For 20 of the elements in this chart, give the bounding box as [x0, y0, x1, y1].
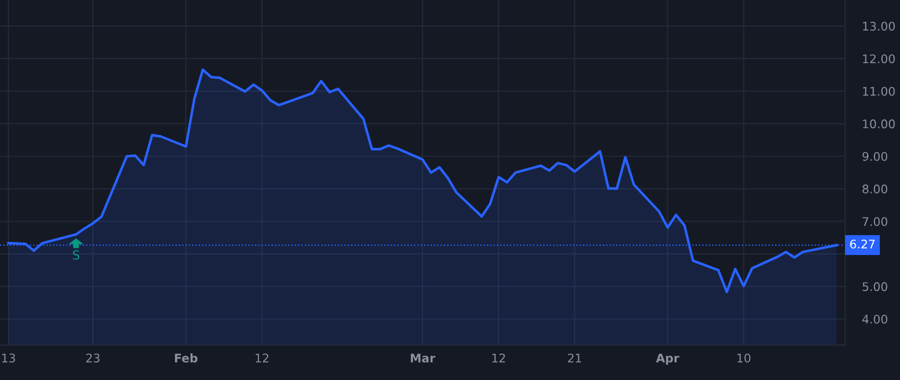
y-tick-label: 12.00	[863, 54, 895, 64]
y-tick-label: 8.00	[862, 184, 888, 194]
y-tick-label: 11.00	[863, 86, 895, 96]
x-tick-label: 12	[256, 354, 268, 362]
y-tick-label: 13.00	[863, 22, 895, 31]
x-tick-label: 13	[2, 354, 16, 363]
x-tick-label: 10	[737, 354, 750, 363]
x-tick-label: Apr	[656, 354, 680, 365]
y-tick-label: 4.00	[862, 314, 888, 324]
x-tick-label: 12	[492, 354, 505, 362]
y-tick-label: 10.00	[863, 119, 895, 128]
x-tick-label: 23	[86, 354, 100, 363]
y-tick-label: 5.00	[862, 282, 888, 292]
y-tick-label: 9.00	[862, 152, 888, 161]
y-tick-label: 7.00	[862, 217, 888, 226]
ref-line-label: 6.27	[850, 240, 875, 249]
x-tick-label: 21	[568, 354, 582, 362]
x-tick-label: Mar	[410, 354, 436, 363]
x-tick-label: Feb	[174, 353, 198, 363]
annotation: S	[72, 250, 80, 260]
